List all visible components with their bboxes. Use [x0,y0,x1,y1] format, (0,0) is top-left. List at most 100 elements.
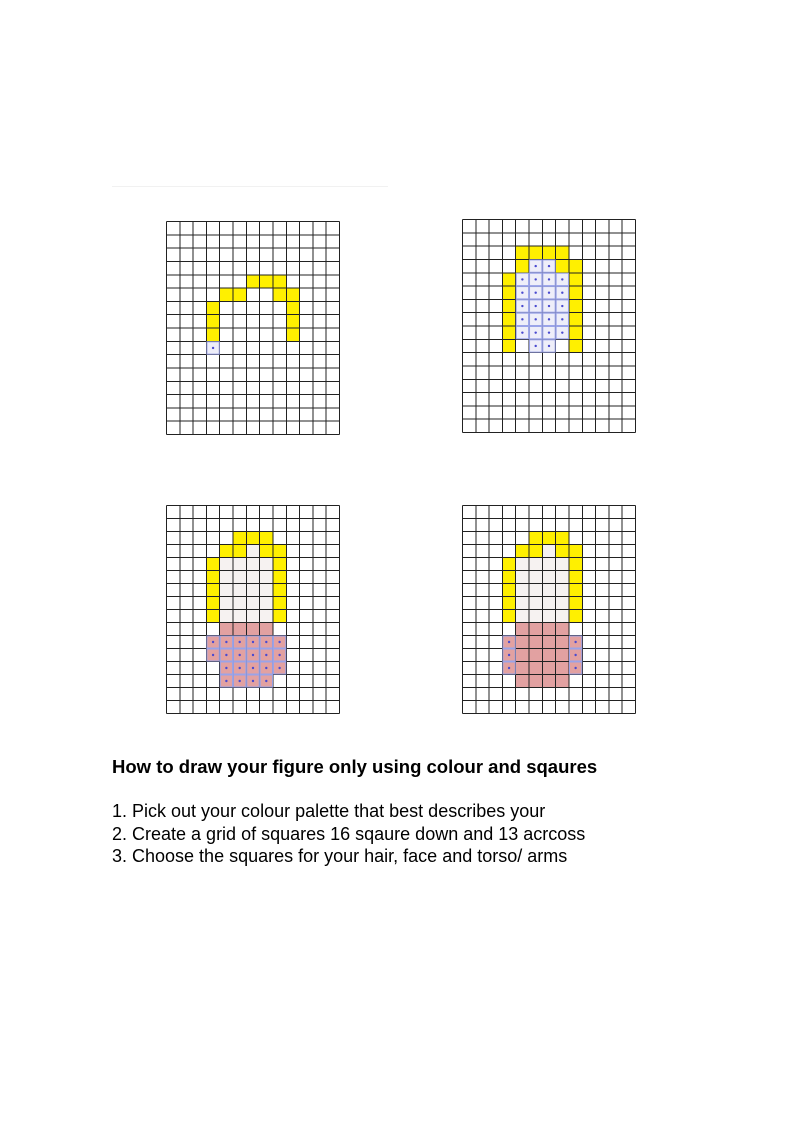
face-square [246,609,260,623]
hair-square [286,301,300,315]
hair-square [259,531,273,545]
face-square [515,557,530,571]
selection-dot [238,666,241,670]
hair-square [502,299,516,313]
selection-outline [555,312,569,326]
hair-square [568,570,583,584]
hair-square [272,609,287,623]
face-square [555,557,569,571]
hair-square [502,609,516,623]
selection-dot [547,264,551,268]
torso-square [542,648,556,662]
selection-outline [555,272,569,287]
hair-square [515,246,530,260]
torso-square [555,635,569,649]
hair-square [502,272,516,287]
instructions-list: 1. Pick out your colour palette that bes… [112,800,585,868]
selection-dot [225,653,228,657]
hair-square [515,259,530,273]
hair-square [259,274,273,289]
selection-dot [561,318,564,321]
hair-square [206,557,220,571]
grid-lines [462,219,636,433]
selection-outline [568,661,583,675]
hair-square [233,544,247,558]
hair-square [206,314,220,328]
hair-square [272,544,287,558]
selection-outline [529,272,543,287]
torso-square [542,635,556,649]
selection-dot [561,304,564,308]
selection-dot [278,666,281,670]
selection-dot [521,278,524,281]
face-square [542,557,556,571]
selection-outline [515,312,530,326]
selection-dot [265,679,268,683]
selection-outline [515,299,530,313]
hair-square [502,286,516,300]
hair-square [568,583,583,597]
face-square [529,570,543,584]
selection-dot [507,666,511,670]
hair-square [568,557,583,571]
hair-square [272,557,287,571]
hair-square [568,596,583,610]
selection-dot [507,653,511,657]
pixel-grid-4 [462,505,636,714]
face-square [219,557,234,571]
face-square [246,596,260,610]
selection-outline [502,648,516,662]
selection-outline [515,286,530,300]
torso-square [515,674,530,688]
hair-square [272,570,287,584]
hair-square [286,288,300,302]
selection-dot [238,679,241,683]
face-square [515,609,530,623]
hair-square [502,583,516,597]
selection-outline [206,635,220,649]
selection-dot [251,666,255,670]
selection-outline [515,326,530,340]
selection-outline [246,635,260,649]
selection-dot [521,291,524,294]
selection-dot [238,653,241,657]
selection-dot [507,640,511,644]
selection-outline [233,661,247,675]
selection-outline [542,286,556,300]
hair-square [259,544,273,558]
selection-outline [542,299,556,313]
face-square [529,609,543,623]
selection-dot [547,331,551,334]
torso-square [515,622,530,636]
face-square [555,609,569,623]
selection-outline [542,339,556,353]
face-square [233,557,247,571]
selection-dot [534,344,537,348]
torso-square [555,674,569,688]
selection-outline [542,272,556,287]
hair-square [529,544,543,558]
selection-outline [529,326,543,340]
instruction-step-1: 1. Pick out your colour palette that bes… [112,801,546,821]
face-square [542,609,556,623]
selection-outline [542,259,556,273]
pixel-grid-1 [166,221,340,435]
pixel-grid-2 [462,219,636,433]
face-square [233,609,247,623]
hair-square [206,583,220,597]
selection-outline [542,326,556,340]
selection-dot [521,331,524,334]
selection-outline [502,661,516,675]
selection-dot [225,679,228,683]
hair-square [555,259,569,273]
selection-dot [211,640,215,644]
hair-square [246,531,260,545]
selection-outline [272,635,287,649]
torso-square [529,622,543,636]
selection-outline [219,635,234,649]
hair-square [568,544,583,558]
hair-square [529,246,543,260]
selection-dot [574,653,577,657]
face-square [259,596,273,610]
selection-outline [219,674,234,688]
